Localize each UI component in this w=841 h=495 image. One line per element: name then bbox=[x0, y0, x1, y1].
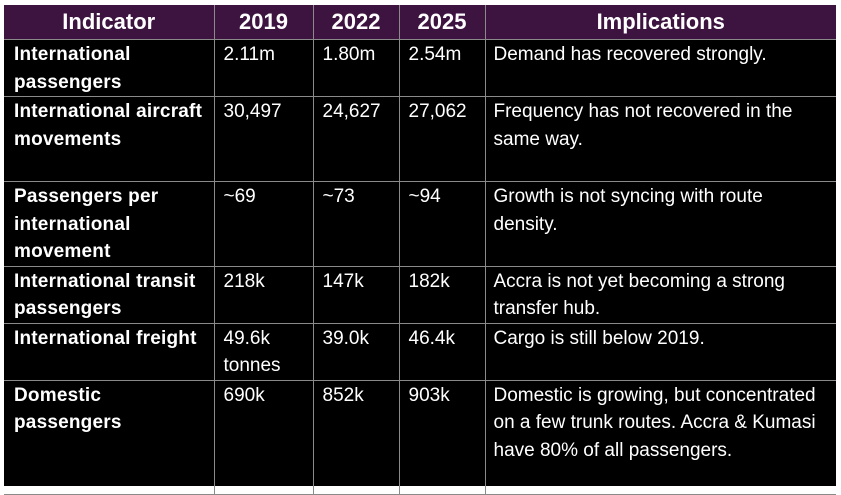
value-2022-cell: 1.80m bbox=[313, 39, 400, 97]
value-2025-cell: 182k bbox=[399, 266, 486, 324]
table-row: International aircraft movements 30,497 … bbox=[4, 96, 836, 182]
implications-cell: Accra is not yet becoming a strong trans… bbox=[485, 266, 836, 324]
value-2025-cell: 46.4k bbox=[399, 323, 486, 381]
implications-cell: Domestic is growing, but concentrated on… bbox=[485, 380, 836, 495]
data-table-container: Indicator 2019 2022 2025 Implications In… bbox=[4, 5, 836, 495]
table-header: Indicator 2019 2022 2025 Implications bbox=[4, 5, 836, 40]
table-row: International transit passengers 218k 14… bbox=[4, 266, 836, 324]
table-row: International freight 49.6k tonnes 39.0k… bbox=[4, 323, 836, 381]
value-2022-cell: ~73 bbox=[313, 181, 400, 267]
table-row: International passengers 2.11m 1.80m 2.5… bbox=[4, 39, 836, 97]
indicator-cell: Passengers per international movement bbox=[4, 181, 215, 267]
value-2019-cell: 49.6k tonnes bbox=[214, 323, 314, 381]
header-indicator: Indicator bbox=[4, 5, 215, 40]
value-2022-cell: 39.0k bbox=[313, 323, 400, 381]
implications-cell: Frequency has not recovered in the same … bbox=[485, 96, 836, 182]
indicator-cell: International transit passengers bbox=[4, 266, 215, 324]
value-2019-cell: 2.11m bbox=[214, 39, 314, 97]
header-implications: Implications bbox=[485, 5, 836, 40]
header-2022: 2022 bbox=[313, 5, 400, 40]
implications-cell: Growth is not syncing with route density… bbox=[485, 181, 836, 267]
indicator-cell: International passengers bbox=[4, 39, 215, 97]
airport-indicators-table: Indicator 2019 2022 2025 Implications In… bbox=[4, 5, 836, 495]
implications-cell: Cargo is still below 2019. bbox=[485, 323, 836, 381]
value-2022-cell: 852k bbox=[313, 380, 400, 495]
header-2025: 2025 bbox=[399, 5, 486, 40]
value-2025-cell: 903k bbox=[399, 380, 486, 495]
indicator-cell: Domestic passengers bbox=[4, 380, 215, 495]
header-2019: 2019 bbox=[214, 5, 314, 40]
value-2022-cell: 147k bbox=[313, 266, 400, 324]
value-2025-cell: ~94 bbox=[399, 181, 486, 267]
indicator-cell: International aircraft movements bbox=[4, 96, 215, 182]
indicator-cell: International freight bbox=[4, 323, 215, 381]
table-body: International passengers 2.11m 1.80m 2.5… bbox=[4, 39, 836, 495]
header-row: Indicator 2019 2022 2025 Implications bbox=[4, 5, 836, 40]
value-2019-cell: 218k bbox=[214, 266, 314, 324]
value-2019-cell: ~69 bbox=[214, 181, 314, 267]
table-row: Domestic passengers 690k 852k 903k Domes… bbox=[4, 380, 836, 495]
value-2025-cell: 2.54m bbox=[399, 39, 486, 97]
implications-cell: Demand has recovered strongly. bbox=[485, 39, 836, 97]
value-2022-cell: 24,627 bbox=[313, 96, 400, 182]
table-row: Passengers per international movement ~6… bbox=[4, 181, 836, 267]
value-2019-cell: 30,497 bbox=[214, 96, 314, 182]
value-2019-cell: 690k bbox=[214, 380, 314, 495]
value-2025-cell: 27,062 bbox=[399, 96, 486, 182]
